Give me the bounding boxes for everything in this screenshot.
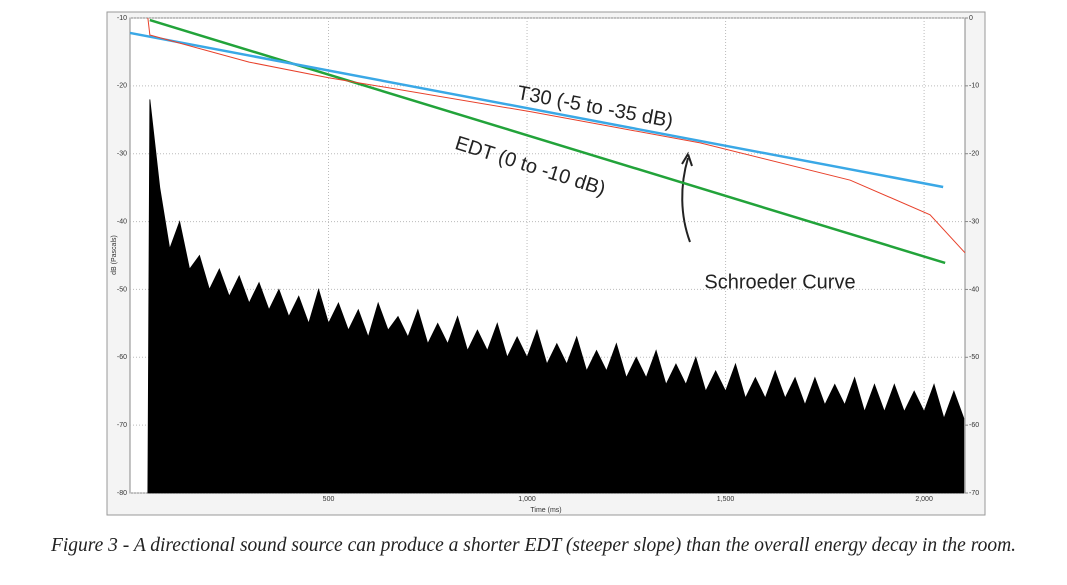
- y2-tick-label: -10: [969, 83, 979, 90]
- y-tick-label: -40: [117, 218, 127, 225]
- y2-tick-label: 0: [969, 15, 973, 22]
- y2-tick-label: -50: [969, 354, 979, 361]
- y2-tick-label: -40: [969, 286, 979, 293]
- y-tick-label: -70: [117, 422, 127, 429]
- y2-tick-label: -30: [969, 218, 979, 225]
- y-tick-label: -20: [117, 83, 127, 90]
- y2-tick-label: -60: [969, 422, 979, 429]
- y2-tick-label: -70: [969, 490, 979, 497]
- y-tick-label: -80: [117, 490, 127, 497]
- y-tick-label: -60: [117, 354, 127, 361]
- x-tick-label: 1,000: [518, 496, 536, 503]
- decay-line: [149, 18, 946, 265]
- figure-caption: Figure 3 - A directional sound source ca…: [50, 535, 1017, 556]
- x-axis-label: Time (ms): [530, 507, 561, 514]
- chart: Time (ms) dB (Pascals) -10 -20 -30 -40 -50 -6…: [106, 11, 986, 516]
- x-tick-label: 1,500: [717, 496, 735, 503]
- decay-line: [129, 31, 944, 189]
- y2-tick-label: -20: [969, 151, 979, 158]
- y-tick-label: -30: [117, 151, 127, 158]
- impulse-response: [147, 99, 965, 494]
- x-tick-label: 2,000: [915, 496, 933, 503]
- annotation-arrow: [681, 157, 691, 243]
- decay-line: [147, 17, 966, 254]
- series-annotation: Schroeder Curve: [704, 271, 855, 293]
- y-axis-label: dB (Pascals): [111, 235, 118, 275]
- y-tick-label: -10: [117, 15, 127, 22]
- x-tick-label: 500: [323, 496, 335, 503]
- y-tick-label: -50: [117, 286, 127, 293]
